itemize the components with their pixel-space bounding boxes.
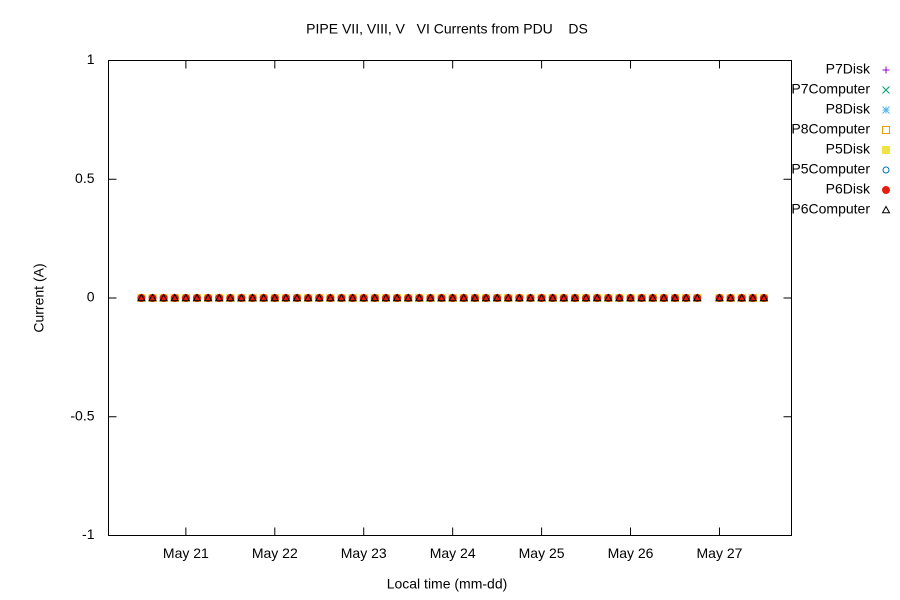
y-tick-label: -0.5 [70, 407, 94, 423]
data-point [426, 293, 435, 302]
data-point [348, 293, 357, 302]
data-point [748, 293, 758, 302]
data-point [314, 293, 324, 302]
data-point [281, 293, 291, 302]
data-point [481, 293, 491, 302]
legend-marker [882, 126, 890, 134]
legend-marker [882, 106, 890, 114]
legend-marker [882, 166, 890, 174]
data-point [459, 293, 469, 302]
data-point [248, 293, 257, 302]
data-point [737, 293, 747, 302]
data-point [181, 293, 191, 302]
data-point [370, 293, 380, 302]
data-point [326, 293, 335, 302]
legend-label: P8Computer [791, 121, 870, 137]
x-tick-label: May 23 [341, 545, 387, 561]
data-point [148, 293, 157, 302]
data-point [359, 293, 369, 302]
data-point [659, 293, 669, 302]
x-axis-label: Local time (mm-dd) [387, 576, 508, 592]
legend-marker [881, 186, 891, 194]
data-point [159, 293, 168, 302]
y-axis-label: Current (A) [31, 263, 47, 332]
legend-marker [882, 86, 890, 94]
data-point [170, 293, 180, 302]
legend-label: P6Disk [826, 181, 871, 197]
y-tick-label: 0 [87, 289, 95, 305]
data-point [559, 293, 569, 302]
data-point [381, 293, 391, 302]
data-point [726, 293, 735, 302]
data-point [615, 293, 624, 302]
y-tick-label: 0.5 [75, 170, 95, 186]
data-point [337, 293, 346, 302]
data-point [626, 293, 635, 302]
x-tick-label: May 21 [163, 545, 209, 561]
data-point [526, 293, 535, 302]
data-point [515, 293, 524, 302]
data-point [715, 293, 724, 302]
data-point [237, 293, 246, 302]
data-point [592, 293, 602, 302]
data-point [225, 293, 235, 302]
x-tick-label: May 26 [608, 545, 654, 561]
y-tick-label: -1 [82, 526, 95, 542]
data-point [759, 293, 769, 302]
data-point [414, 293, 424, 302]
data-point [637, 293, 646, 302]
y-tick-label: 1 [87, 51, 95, 67]
data-point [292, 293, 302, 302]
x-tick-label: May 24 [430, 545, 476, 561]
legend-label: P7Computer [791, 81, 870, 97]
legend-label: P5Disk [826, 141, 871, 157]
legend-marker [881, 205, 891, 214]
data-point [548, 293, 558, 302]
data-point [503, 293, 513, 302]
data-point [437, 293, 446, 302]
data-point [670, 293, 680, 302]
legend-label: P6Computer [791, 201, 870, 217]
data-point [470, 293, 480, 302]
data-point [259, 293, 269, 302]
data-point [137, 293, 146, 302]
data-point [303, 293, 313, 302]
data-point [492, 293, 502, 302]
data-point [581, 293, 591, 302]
x-tick-label: May 25 [519, 545, 565, 561]
legend-marker [882, 66, 890, 74]
legend-label: P5Computer [791, 161, 870, 177]
data-point [448, 293, 458, 302]
x-tick-label: May 22 [252, 545, 298, 561]
data-point [214, 293, 224, 302]
x-tick-label: May 27 [697, 545, 743, 561]
legend-label: P8Disk [826, 101, 871, 117]
legend-label: P7Disk [826, 61, 871, 77]
data-point [192, 293, 202, 302]
data-point [537, 293, 546, 302]
data-point [392, 293, 402, 302]
chart-title: PIPE VII, VIII, V VI Currents from PDU D… [306, 21, 588, 37]
data-point [648, 293, 658, 302]
data-point [603, 293, 613, 302]
data-point [270, 293, 280, 302]
data-point [570, 293, 580, 302]
data-point [203, 293, 213, 302]
legend-marker [882, 146, 890, 154]
data-point [681, 293, 691, 302]
data-point [403, 293, 413, 302]
data-point [692, 293, 702, 302]
